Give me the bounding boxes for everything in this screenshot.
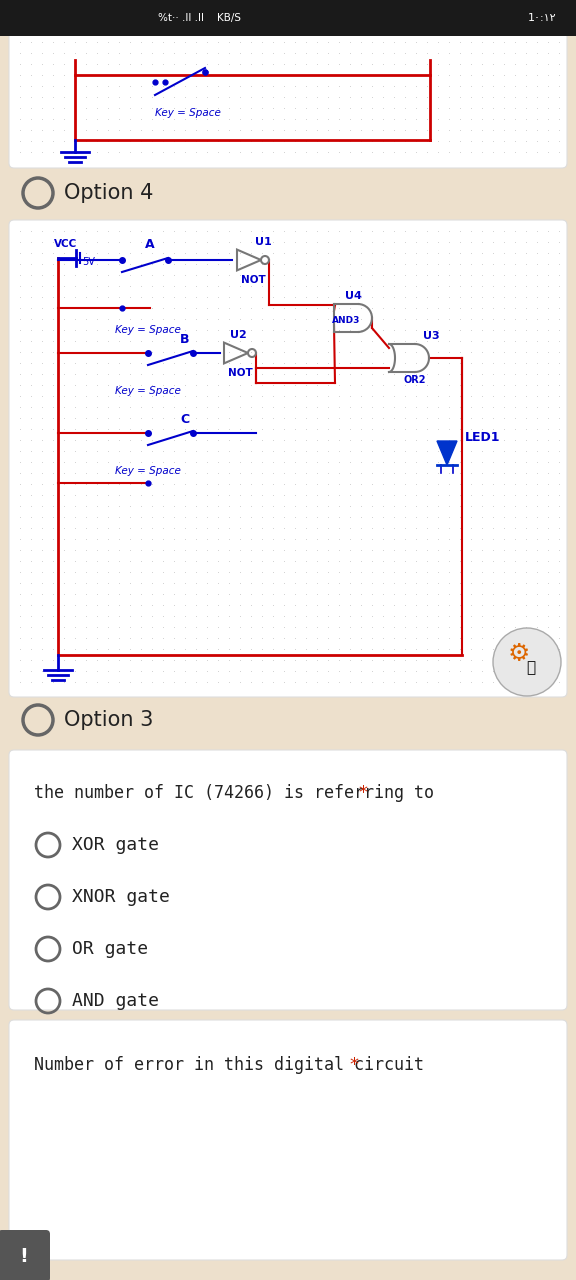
FancyBboxPatch shape bbox=[0, 1230, 50, 1280]
Text: AND3: AND3 bbox=[332, 315, 360, 325]
Text: A: A bbox=[145, 238, 155, 251]
Text: Key = Space: Key = Space bbox=[115, 325, 181, 335]
Text: Key = Space: Key = Space bbox=[155, 108, 221, 118]
Text: !: ! bbox=[20, 1247, 28, 1266]
Text: U1: U1 bbox=[255, 237, 271, 247]
FancyBboxPatch shape bbox=[0, 0, 576, 36]
Text: OR gate: OR gate bbox=[72, 940, 148, 957]
Text: OR2: OR2 bbox=[404, 375, 426, 385]
FancyBboxPatch shape bbox=[9, 220, 567, 698]
Text: B: B bbox=[180, 333, 190, 346]
Text: AND gate: AND gate bbox=[72, 992, 159, 1010]
Text: Option 4: Option 4 bbox=[64, 183, 153, 204]
Text: 5V: 5V bbox=[82, 257, 95, 268]
Text: U3: U3 bbox=[423, 332, 439, 340]
Text: XNOR gate: XNOR gate bbox=[72, 888, 170, 906]
Text: Key = Space: Key = Space bbox=[115, 466, 181, 476]
Text: *: * bbox=[350, 1056, 359, 1074]
Text: U2: U2 bbox=[230, 330, 247, 340]
Text: Option 3: Option 3 bbox=[64, 710, 153, 730]
Text: XOR gate: XOR gate bbox=[72, 836, 159, 854]
FancyBboxPatch shape bbox=[9, 1020, 567, 1260]
Text: 1٠:١٢: 1٠:١٢ bbox=[528, 13, 556, 23]
Text: C: C bbox=[180, 412, 190, 425]
Text: 💡: 💡 bbox=[526, 660, 536, 676]
Circle shape bbox=[493, 628, 561, 696]
Text: VCC: VCC bbox=[54, 239, 77, 250]
Text: LED1: LED1 bbox=[465, 430, 501, 443]
Text: ⚙: ⚙ bbox=[508, 643, 530, 666]
FancyBboxPatch shape bbox=[9, 31, 567, 168]
Text: Number of error in this digital circuit: Number of error in this digital circuit bbox=[34, 1056, 424, 1074]
Text: %t·· .ll .ll    KB/S: %t·· .ll .ll KB/S bbox=[158, 13, 241, 23]
FancyBboxPatch shape bbox=[9, 750, 567, 1010]
Polygon shape bbox=[437, 442, 457, 465]
Text: *: * bbox=[358, 783, 367, 803]
Text: NOT: NOT bbox=[228, 369, 252, 378]
Text: NOT: NOT bbox=[241, 275, 266, 285]
Text: the number of IC (74266) is referring to: the number of IC (74266) is referring to bbox=[34, 783, 434, 803]
Text: Key = Space: Key = Space bbox=[115, 387, 181, 396]
Text: U4: U4 bbox=[344, 291, 361, 301]
